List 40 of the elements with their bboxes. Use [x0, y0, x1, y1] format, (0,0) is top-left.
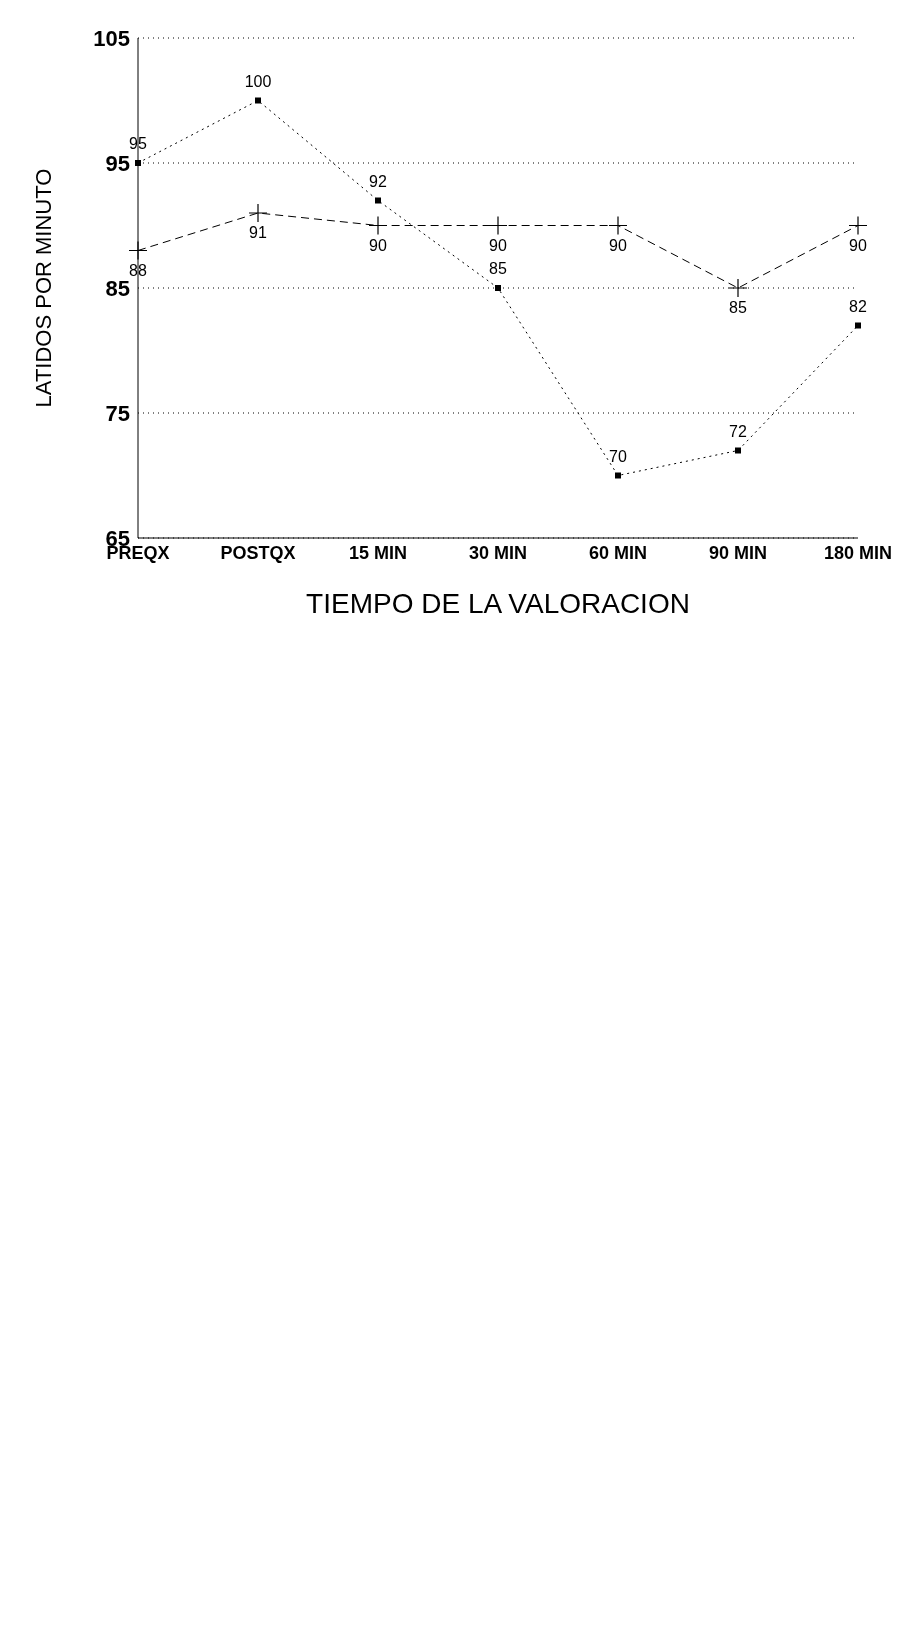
point [735, 447, 741, 454]
data-label: 70 [609, 447, 627, 465]
data-label: 100 [244, 72, 272, 90]
data-label: 90 [489, 236, 507, 254]
y-tick-label: 85 [105, 275, 130, 301]
y-tick-label: 105 [93, 25, 130, 51]
data-label: 82 [849, 297, 867, 315]
data-label: 92 [369, 172, 387, 190]
point [495, 285, 501, 291]
point [248, 203, 268, 223]
x-tick-label: 90 MIN [708, 542, 768, 563]
y-tick-label: 95 [105, 150, 130, 176]
y-tick-label: 75 [105, 400, 130, 426]
point [608, 215, 628, 236]
y-axis-title: LATIDOS POR MINUTO [30, 168, 56, 408]
point [368, 215, 388, 236]
point [488, 215, 508, 236]
x-tick-label: 15 MIN [348, 542, 408, 563]
data-label: 85 [489, 260, 507, 277]
point [855, 322, 861, 329]
x-tick-label: POSTQX [220, 542, 296, 563]
x-tick-label: 60 MIN [588, 542, 648, 563]
data-label: 90 [609, 236, 627, 254]
data-label: 88 [129, 261, 147, 279]
data-label: 85 [729, 299, 747, 317]
point [728, 278, 748, 298]
point [135, 160, 141, 166]
data-label: 91 [249, 224, 267, 242]
data-label: 90 [369, 236, 387, 254]
data-label: 90 [849, 236, 867, 254]
point [255, 97, 261, 104]
data-label: 72 [729, 422, 747, 440]
point [848, 215, 868, 236]
point [375, 197, 381, 204]
x-tick-label: 180 MIN [823, 542, 893, 563]
x-tick-label: 30 MIN [468, 542, 528, 563]
data-label: 95 [129, 135, 147, 152]
point [128, 240, 148, 261]
point [615, 472, 621, 479]
x-axis-title: TIEMPO DE LA VALORACION [306, 588, 690, 619]
